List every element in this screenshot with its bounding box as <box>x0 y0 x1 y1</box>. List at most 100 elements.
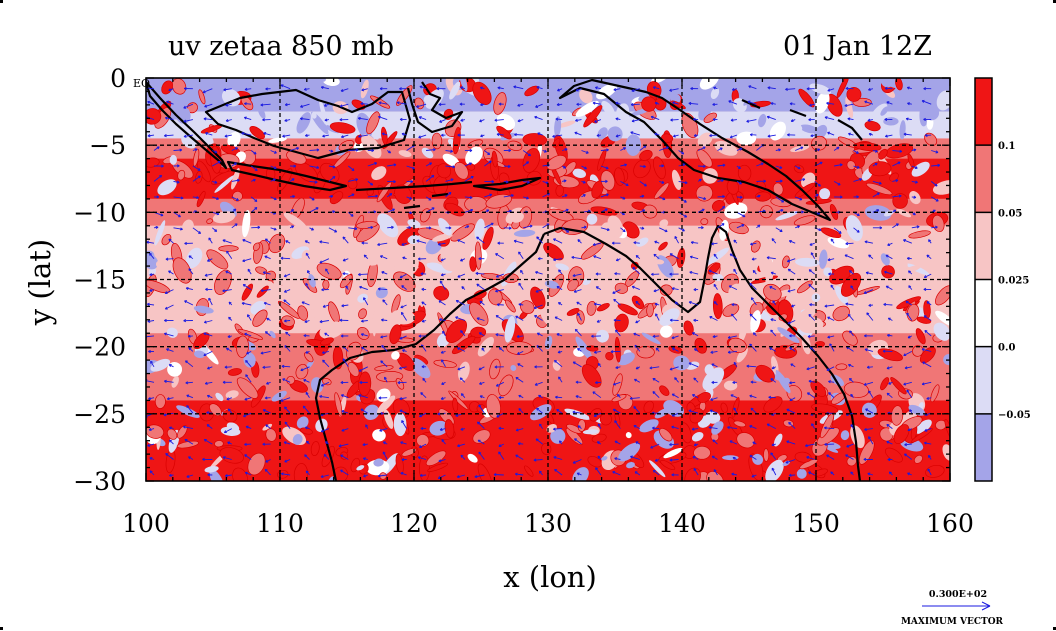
wind-vector-head <box>731 472 735 476</box>
wind-vector-head <box>515 428 519 432</box>
wind-vector-head <box>674 301 678 305</box>
wind-vector-head <box>479 395 483 399</box>
wind-vector-head <box>322 359 326 363</box>
wind-vector <box>382 299 388 306</box>
wind-vector <box>892 195 902 198</box>
wind-vector <box>632 267 641 275</box>
wind-vector-head <box>433 148 436 152</box>
wind-vector <box>536 236 543 244</box>
wind-vector <box>747 101 757 105</box>
wind-vector <box>147 303 155 306</box>
wind-vector <box>845 303 854 306</box>
wind-vector-head <box>207 258 210 262</box>
wind-vector-head <box>594 119 598 123</box>
wind-vector-head <box>455 299 459 303</box>
wind-vector-head <box>780 208 784 213</box>
vorticity-eddy <box>925 464 945 478</box>
vorticity-eddy <box>445 202 465 217</box>
wind-vector-head <box>168 426 172 430</box>
wind-vector-head <box>146 240 150 244</box>
wind-vector-head <box>526 161 530 165</box>
wind-vector <box>650 443 660 449</box>
vorticity-eddy <box>304 351 314 363</box>
wind-vector-head <box>712 102 715 107</box>
wind-vector-head <box>198 231 202 234</box>
wind-vector-head <box>737 166 741 170</box>
wind-vector-head <box>830 471 834 475</box>
wind-vector-head <box>168 88 172 92</box>
wind-vector <box>846 346 854 352</box>
colorbar-band <box>975 413 992 481</box>
wind-vector-head <box>906 256 910 261</box>
wind-vector <box>844 254 854 260</box>
wind-vector-head <box>340 454 344 458</box>
wind-vector <box>495 253 505 260</box>
wind-vector-head <box>300 117 303 121</box>
wind-vector-head <box>848 363 851 367</box>
wind-vector <box>710 397 718 401</box>
vorticity-eddy <box>758 254 774 278</box>
vorticity-eddy <box>401 448 417 457</box>
wind-vector-head <box>615 258 619 262</box>
wind-vector <box>208 297 213 306</box>
vorticity-eddy <box>340 451 349 460</box>
wind-vector <box>593 255 602 260</box>
wind-vector <box>717 206 726 213</box>
wind-vector <box>377 242 388 246</box>
vorticity-eddy <box>186 247 203 269</box>
wind-vector-head <box>856 150 859 154</box>
wind-vector-head <box>849 330 853 334</box>
wind-vector <box>886 441 893 445</box>
wind-vector <box>358 273 368 276</box>
wind-vector-head <box>654 458 658 462</box>
vorticity-eddy <box>172 257 192 284</box>
wind-vector-head <box>672 347 675 351</box>
wind-vector <box>634 471 641 476</box>
wind-vector-head <box>303 334 307 338</box>
wind-vector-head <box>572 361 576 365</box>
wind-vector-head <box>436 87 440 91</box>
wind-vector <box>419 443 427 448</box>
wind-vector <box>513 86 524 90</box>
wind-vector-head <box>416 239 420 243</box>
wind-vector-head <box>479 119 483 123</box>
wind-vector-head <box>241 301 245 306</box>
wind-vector <box>367 195 378 198</box>
wind-vector-head <box>184 438 188 442</box>
vorticity-eddy <box>663 400 684 417</box>
vorticity-eddy <box>795 306 817 325</box>
vorticity-eddy <box>297 305 309 321</box>
wind-vector <box>212 227 217 232</box>
wind-vector-head <box>208 237 212 241</box>
wind-vector-head <box>845 302 849 306</box>
wind-vector-head <box>291 178 295 182</box>
wind-vector-head <box>242 239 246 242</box>
wind-vector-head <box>770 452 774 456</box>
wind-vector <box>653 469 660 476</box>
wind-vector <box>284 459 291 463</box>
wind-vector-head <box>389 193 393 196</box>
wind-vector <box>380 255 388 260</box>
wind-vector <box>553 456 563 460</box>
vorticity-eddy <box>893 424 910 445</box>
wind-vector <box>630 397 640 400</box>
wind-vector <box>147 134 155 137</box>
wind-vector-head <box>557 350 561 354</box>
wind-vector <box>475 272 485 275</box>
wind-vector-head <box>886 101 890 105</box>
wind-vector-head <box>421 301 425 305</box>
vorticity-eddy <box>296 112 311 134</box>
wind-vector-head <box>323 453 327 457</box>
wind-vector-head <box>826 368 830 371</box>
wind-vector-head <box>363 254 367 258</box>
wind-vector-head <box>148 427 152 431</box>
wind-vector <box>204 320 213 323</box>
wind-vector <box>515 428 524 431</box>
vorticity-eddy <box>193 332 210 350</box>
wind-vector <box>767 116 776 121</box>
wind-vector-head <box>582 194 586 198</box>
wind-vector-head <box>486 209 490 213</box>
wind-vector-head <box>544 149 547 153</box>
wind-vector-head <box>365 424 369 428</box>
wind-vector-head <box>850 285 854 289</box>
